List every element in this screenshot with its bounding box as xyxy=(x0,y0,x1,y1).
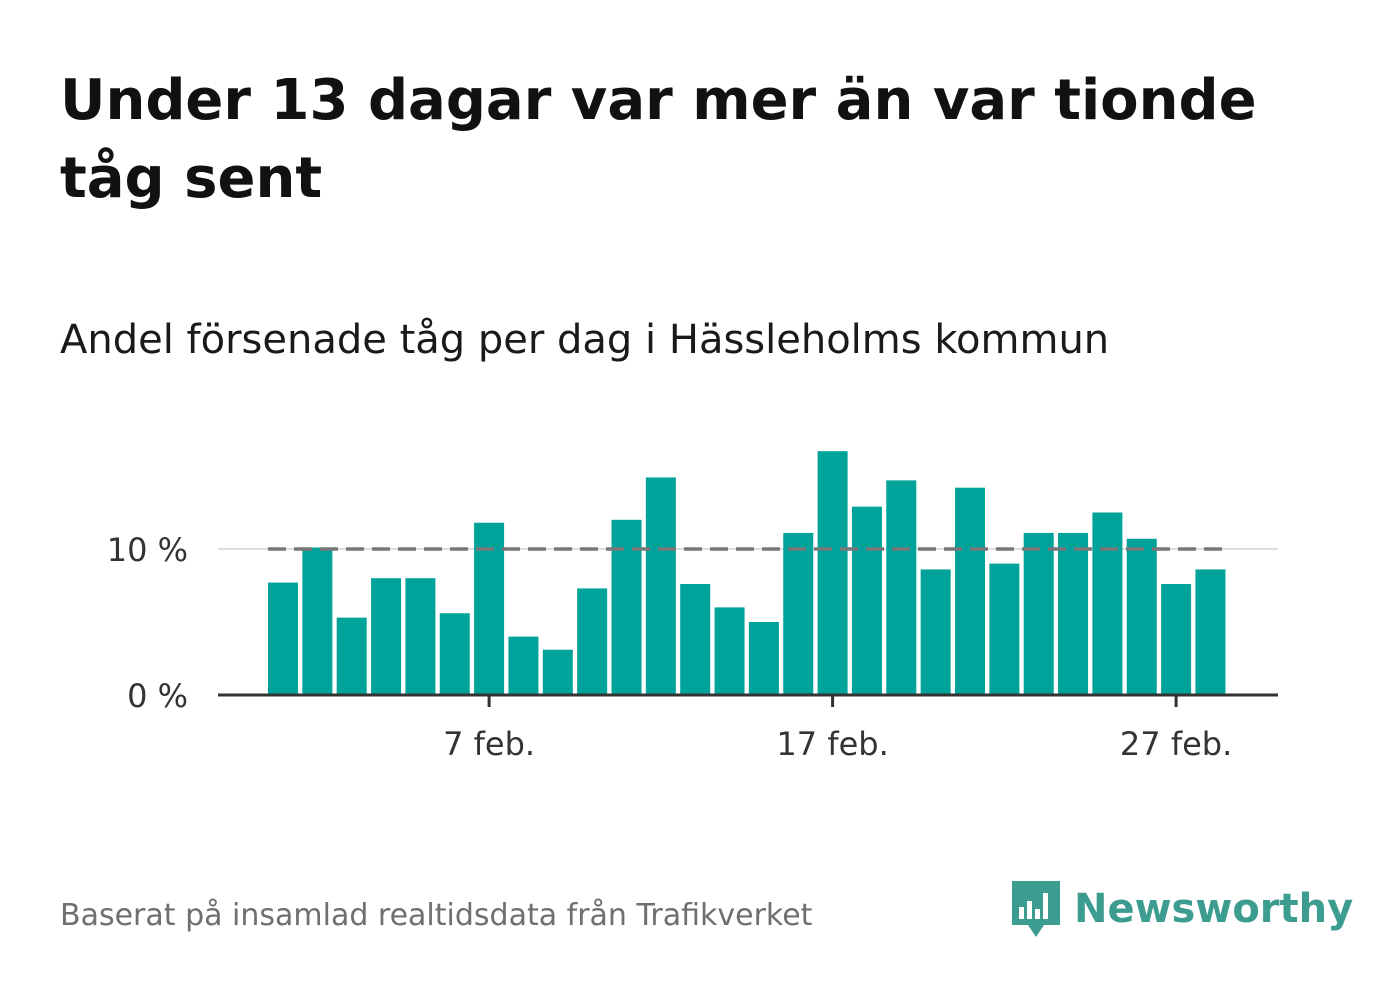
bar xyxy=(851,506,882,695)
bar xyxy=(748,622,779,695)
bar xyxy=(714,607,745,695)
y-tick-label: 0 % xyxy=(127,677,188,715)
bar xyxy=(542,649,573,695)
bar xyxy=(1195,569,1226,695)
bar xyxy=(405,578,436,695)
brand-name: Newsworthy xyxy=(1074,886,1354,932)
bar xyxy=(1161,584,1192,695)
bar xyxy=(783,532,814,695)
bar xyxy=(336,617,367,695)
bar xyxy=(611,519,642,695)
bar xyxy=(645,477,676,695)
bar xyxy=(1023,532,1054,695)
x-tick-label: 7 feb. xyxy=(443,725,535,763)
y-tick-label: 10 % xyxy=(107,531,188,569)
bar xyxy=(371,578,402,695)
chart-subtitle: Andel försenade tåg per dag i Hässleholm… xyxy=(60,317,1110,363)
bar xyxy=(474,522,505,695)
bar xyxy=(955,487,985,695)
bar xyxy=(439,613,470,695)
bar xyxy=(1092,512,1123,695)
bar xyxy=(680,584,711,695)
x-tick-label: 27 feb. xyxy=(1120,725,1232,763)
bar xyxy=(1126,538,1157,695)
bar xyxy=(577,588,608,695)
bar xyxy=(1058,532,1089,695)
bar xyxy=(920,569,951,695)
source-note: Baserat på insamlad realtidsdata från Tr… xyxy=(60,898,813,933)
chart-title: Under 13 dagar var mer än var tionde tåg… xyxy=(60,68,1257,211)
x-tick-label: 17 feb. xyxy=(776,725,888,763)
bar xyxy=(886,480,917,695)
bar xyxy=(302,547,333,695)
bar xyxy=(817,451,848,695)
bar xyxy=(508,636,539,695)
bar xyxy=(989,563,1020,695)
bar xyxy=(268,582,298,695)
newsworthy-logo: Newsworthy xyxy=(1010,878,1353,940)
newsworthy-chart-bubble-icon xyxy=(1012,881,1060,937)
